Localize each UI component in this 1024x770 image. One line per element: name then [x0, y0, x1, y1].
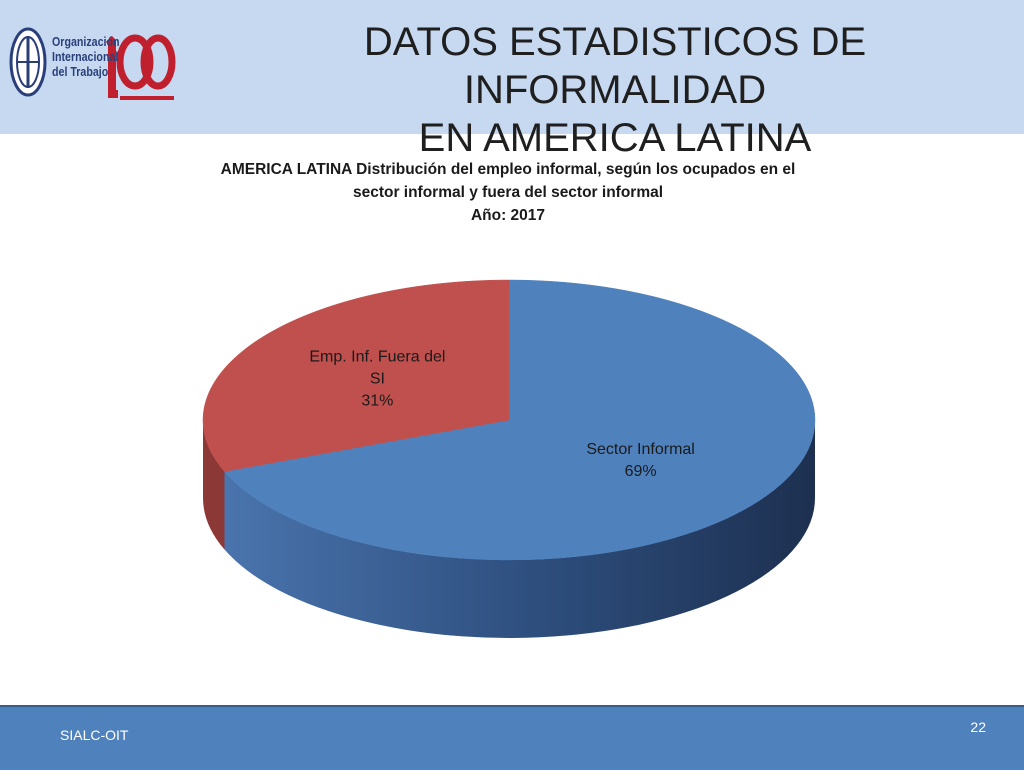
logo-line: Internacional: [52, 49, 119, 64]
slice-value-label: 31%: [361, 392, 393, 409]
chart-title-line: Año: 2017: [470, 207, 546, 224]
slice-category-label: Emp. Inf. Fuera del: [309, 348, 445, 365]
slide-number: 22: [970, 719, 986, 735]
ilo-emblem-icon: [9, 27, 176, 100]
ilo-logo: Organización Internacional del Trabajo: [8, 22, 180, 106]
pie-slice-0: [224, 279, 816, 561]
slide-title-line: DATOS ESTADISTICOS DE INFORMALIDAD: [363, 20, 867, 112]
slide-title-line: EN AMERICA LATINA: [418, 116, 812, 160]
slide-footer: SIALC-OIT 22: [0, 705, 1024, 770]
slide-header: Organización Internacional del Trabajo D…: [0, 0, 1024, 160]
logo-line: Organización: [52, 34, 120, 49]
slice-category-label: Sector Informal: [586, 441, 694, 458]
slice-category-label: SI: [370, 370, 385, 387]
pie-slice-1: [202, 279, 510, 472]
chart-title-line: AMERICA LATINA Distribución del empleo i…: [220, 161, 796, 178]
chart-title: AMERICA LATINA Distribución del empleo i…: [150, 158, 866, 227]
pie-side-0: [224, 420, 815, 638]
chart-title-line: sector informal y fuera del sector infor…: [352, 184, 664, 201]
pie-side-1: [203, 420, 225, 550]
footer-label: SIALC-OIT: [60, 727, 129, 743]
logo-text: Organización Internacional del Trabajo: [52, 34, 120, 79]
slice-value-label: 69%: [625, 463, 657, 480]
logo-line: del Trabajo: [52, 64, 109, 79]
slide-title: DATOS ESTADISTICOS DE INFORMALIDAD EN AM…: [210, 18, 1020, 162]
